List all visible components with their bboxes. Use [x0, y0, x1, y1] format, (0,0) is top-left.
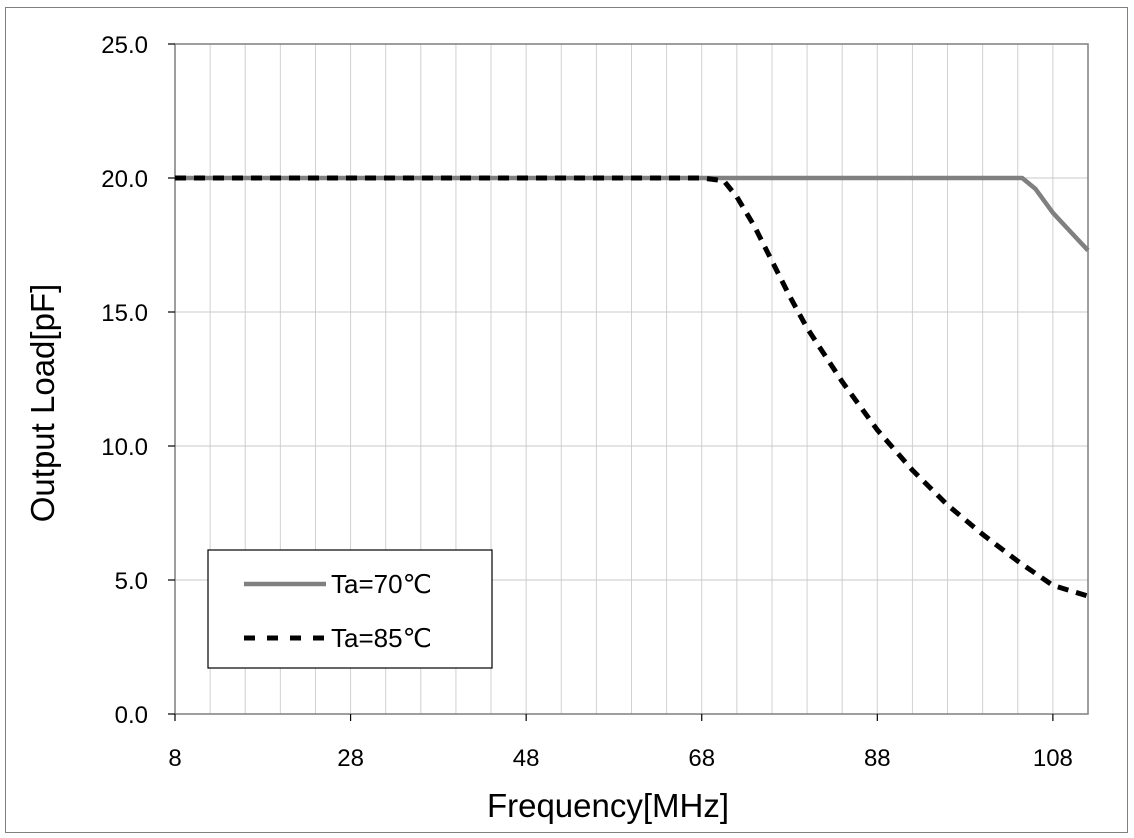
x-axis-ticks: 8 28 48 68 88 108: [168, 714, 1073, 772]
x-axis-title: Frequency[MHz]: [487, 787, 729, 824]
y-tick-label: 10.0: [101, 434, 148, 461]
y-tick-label: 25.0: [101, 32, 148, 59]
y-tick-label: 15.0: [101, 300, 148, 327]
y-axis-ticks: 0.0 5.0 10.0 15.0 20.0 25.0: [101, 32, 175, 729]
x-tick-label: 108: [1033, 745, 1073, 772]
x-tick-label: 88: [864, 745, 891, 772]
legend-label-ta85: Ta=85℃: [331, 623, 432, 653]
y-tick-label: 5.0: [115, 568, 148, 595]
x-tick-label: 28: [337, 745, 364, 772]
plot-area: [174, 43, 1089, 715]
chart-border: [5, 7, 1128, 833]
legend-label-ta70: Ta=70℃: [331, 569, 432, 599]
x-tick-label: 48: [513, 745, 540, 772]
series-line-ta85: [175, 175, 1089, 599]
y-tick-label: 20.0: [101, 166, 148, 193]
series-layer: [175, 175, 1090, 599]
y-tick-label: 0.0: [115, 702, 148, 729]
legend-box: [207, 549, 493, 669]
y-axis-title: Output Load[pF]: [24, 284, 61, 523]
x-tick-label: 8: [168, 745, 181, 772]
legend: Ta=70℃ Ta=85℃: [207, 549, 493, 669]
series-line-ta70: [175, 175, 1090, 252]
x-tick-label: 68: [688, 745, 715, 772]
